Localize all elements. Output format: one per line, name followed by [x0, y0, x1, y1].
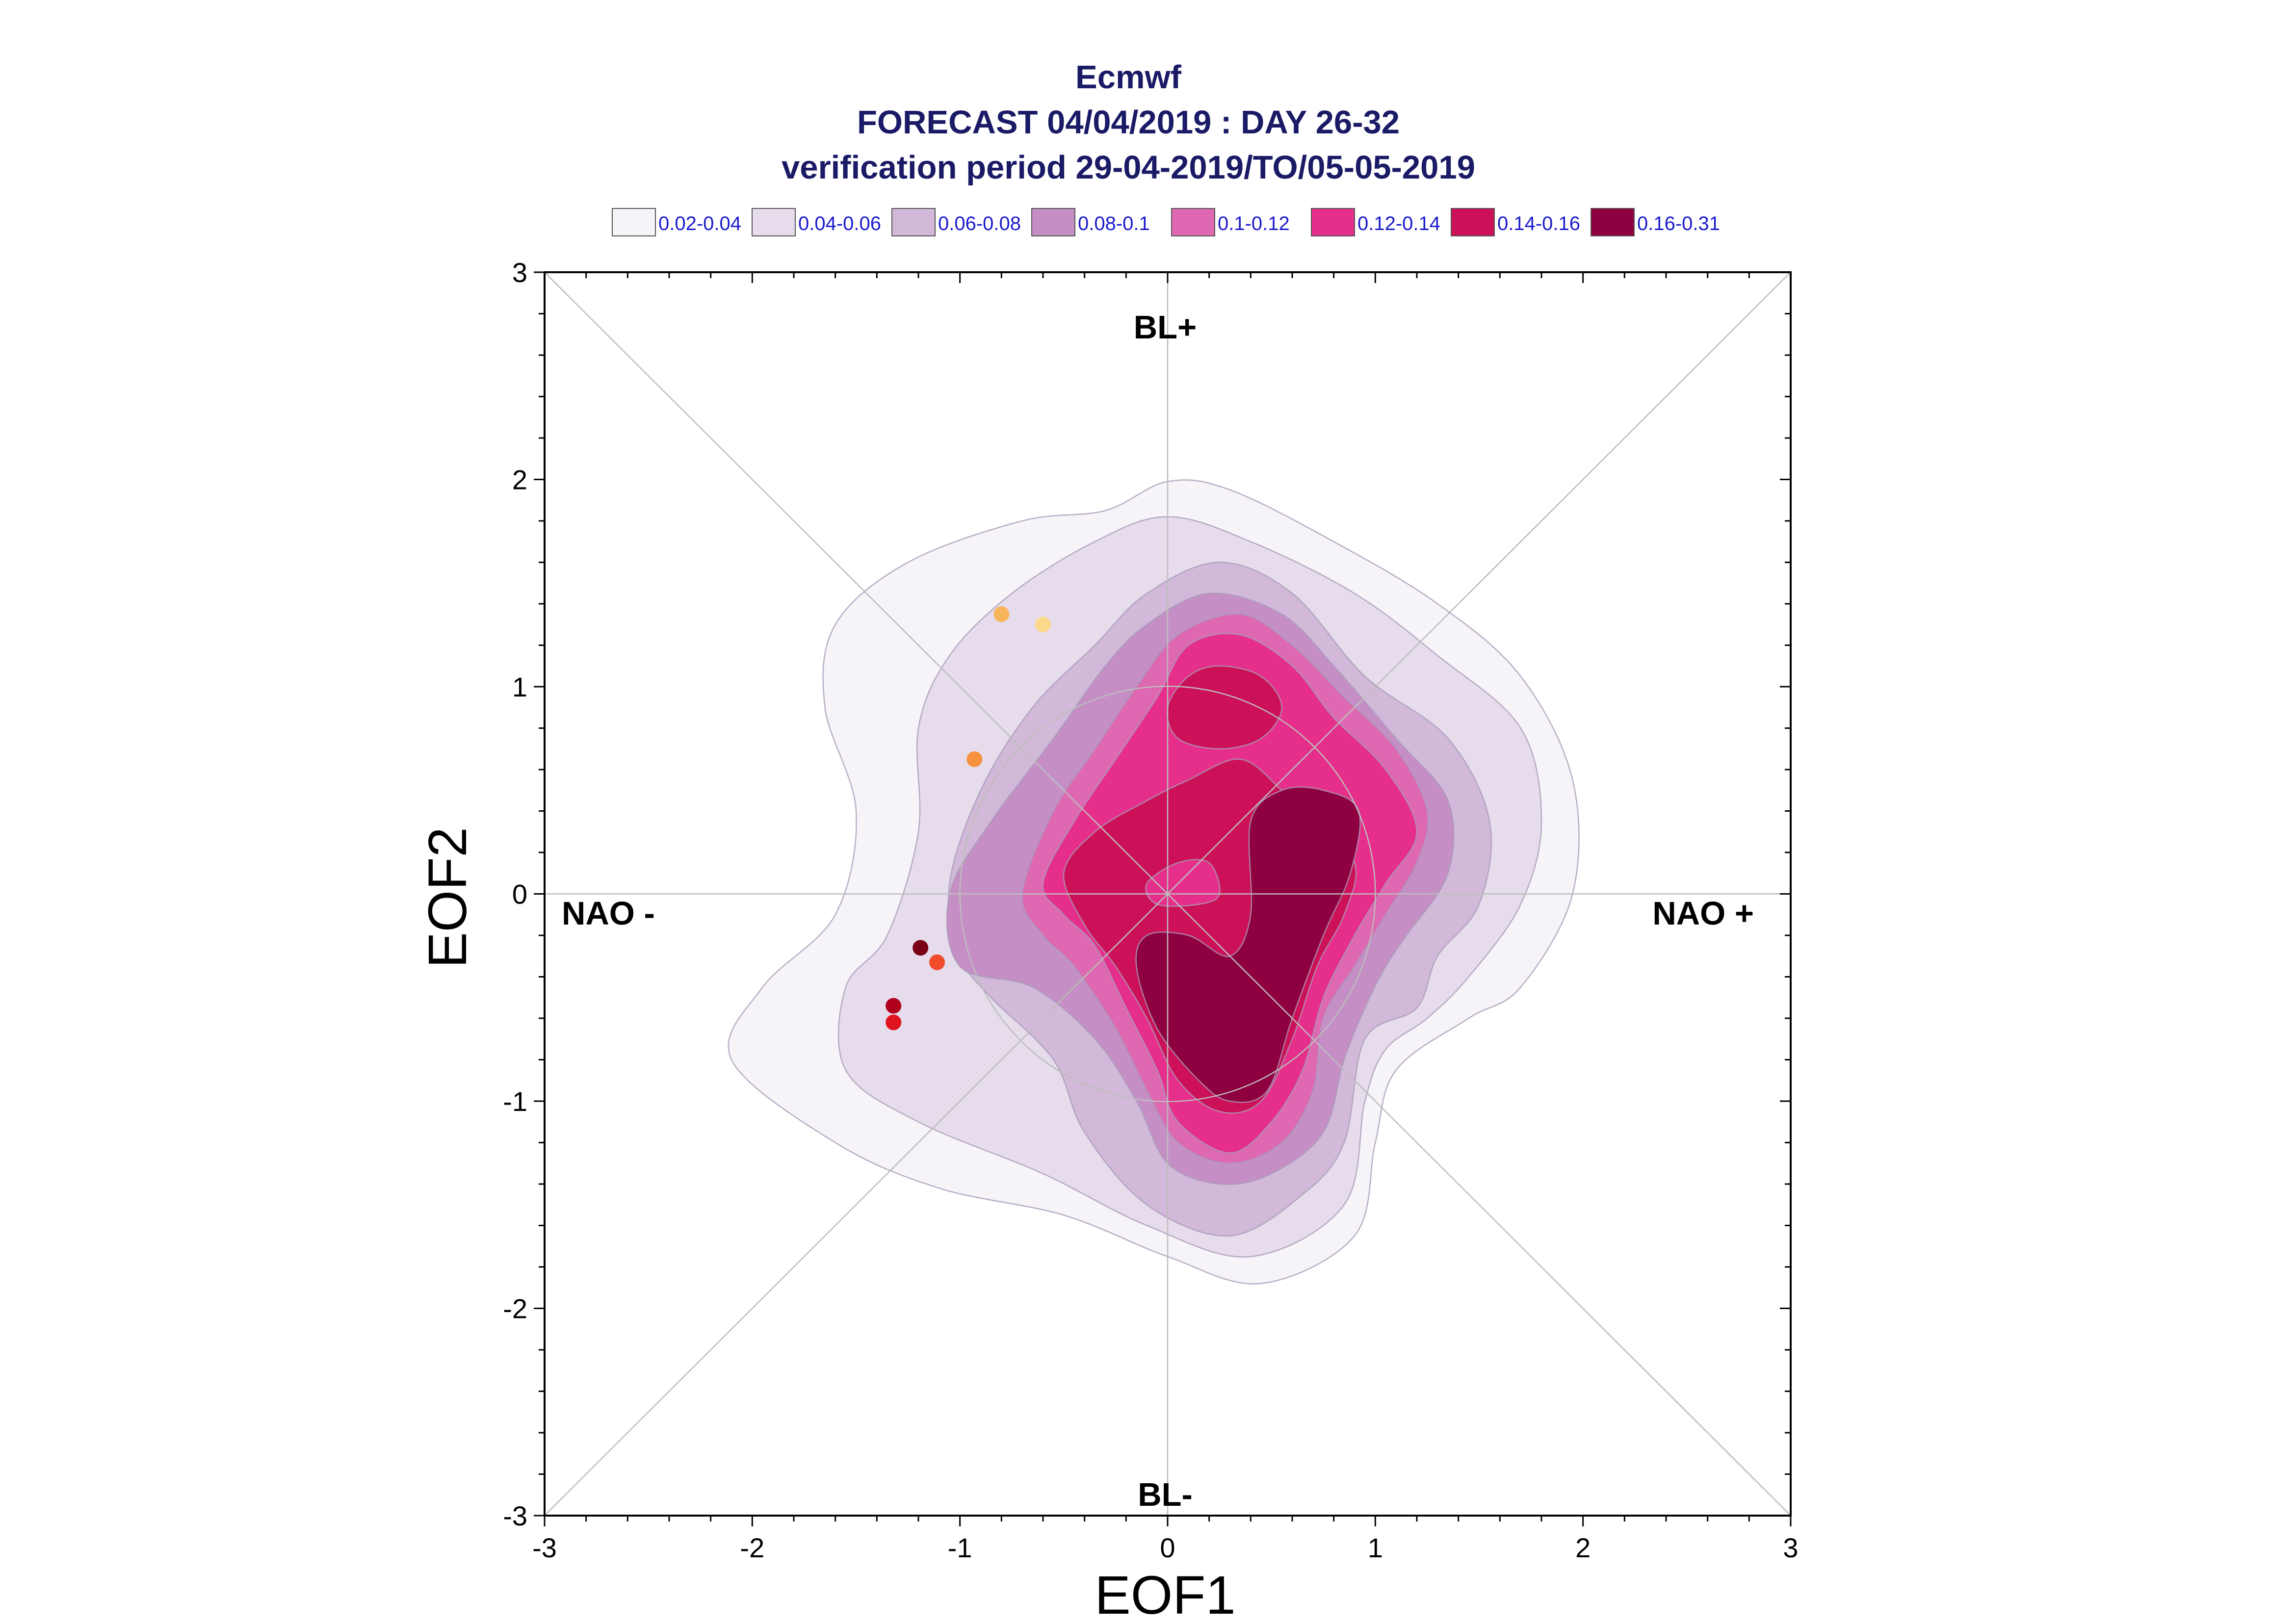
unit-circle: [959, 685, 1376, 1103]
legend-swatch: [1451, 208, 1495, 236]
title-line-1: Ecmwf: [1075, 59, 1182, 96]
y-tick-label: 0: [512, 879, 527, 910]
density-contours: [728, 479, 1580, 1285]
x-tick-label: -3: [532, 1532, 557, 1563]
legend-label: 0.08-0.1: [1078, 213, 1150, 234]
legend-swatch: [1591, 208, 1635, 236]
legend: 0.02-0.04 0.04-0.06 0.06-0.08 0.08-0.1 0.1-0…: [612, 208, 1720, 236]
legend-swatch: [752, 208, 796, 236]
x-tick-label: -2: [740, 1532, 764, 1563]
legend-label: 0.16-0.31: [1637, 213, 1720, 234]
legend-item: 0.16-0.31: [1591, 208, 1720, 236]
legend-label: 0.1-0.12: [1218, 213, 1290, 234]
y-tick-label: -1: [503, 1086, 527, 1117]
y-tick-label: -2: [503, 1293, 527, 1324]
x-tick-label: 2: [1575, 1532, 1591, 1563]
legend-swatch: [1311, 208, 1355, 236]
legend-item: 0.04-0.06: [752, 208, 881, 236]
forecast-point: [929, 954, 945, 970]
forecast-point: [886, 998, 902, 1014]
y-tick-label: 3: [512, 257, 527, 288]
legend-item: 0.14-0.16: [1451, 208, 1580, 236]
regime-label-nao-plus: NAO +: [1652, 895, 1754, 932]
legend-label: 0.02-0.04: [658, 213, 741, 234]
legend-swatch: [612, 208, 656, 236]
guide-lines: [544, 272, 1791, 1516]
x-axis-title: EOF1: [1095, 1565, 1235, 1624]
axis-ticks: -3 -2 -1 0 1 2 3 -3 -2 -1 0 1 2 3: [503, 257, 1798, 1563]
title-line-2: FORECAST 04/04/2019 : DAY 26-32: [857, 104, 1400, 141]
legend-label: 0.14-0.16: [1497, 213, 1580, 234]
guide-antidiagonal: [544, 272, 1791, 1516]
chart-title: Ecmwf FORECAST 04/04/2019 : DAY 26-32 ve…: [782, 59, 1475, 186]
regime-label-bl-plus: BL+: [1134, 309, 1197, 346]
x-tick-label: 0: [1160, 1532, 1175, 1563]
y-tick-label: 1: [512, 671, 527, 702]
y-axis-title: EOF2: [417, 827, 478, 968]
forecast-point: [913, 940, 929, 956]
forecast-point: [993, 606, 1010, 622]
legend-swatch: [1031, 208, 1075, 236]
y-tick-label: 2: [512, 464, 527, 495]
regime-label-bl-minus: BL-: [1138, 1476, 1193, 1513]
forecast-point: [966, 751, 983, 767]
legend-item: 0.12-0.14: [1311, 208, 1440, 236]
regime-labels: BL+ BL- NAO - NAO +: [562, 309, 1754, 1513]
legend-item: 0.1-0.12: [1171, 208, 1290, 236]
forecast-point: [886, 1014, 902, 1031]
forecast-points: [886, 606, 1051, 1031]
legend-item: 0.02-0.04: [612, 208, 741, 236]
y-tick-label: -3: [503, 1500, 527, 1531]
title-line-3: verification period 29-04-2019/TO/05-05-…: [782, 149, 1475, 186]
regime-label-nao-minus: NAO -: [562, 895, 655, 932]
forecast-point: [1035, 617, 1051, 633]
legend-swatch: [1171, 208, 1215, 236]
legend-label: 0.12-0.14: [1357, 213, 1440, 234]
legend-label: 0.04-0.06: [798, 213, 881, 234]
x-tick-label: 3: [1783, 1532, 1798, 1563]
legend-item: 0.06-0.08: [891, 208, 1021, 236]
legend-label: 0.06-0.08: [938, 213, 1021, 234]
x-tick-label: -1: [948, 1532, 972, 1563]
legend-swatch: [891, 208, 936, 236]
x-tick-label: 1: [1368, 1532, 1383, 1563]
legend-item: 0.08-0.1: [1031, 208, 1150, 236]
plot-area: -3 -2 -1 0 1 2 3 -3 -2 -1 0 1 2 3 BL+ BL- NAO - NAO +…: [417, 257, 1799, 1624]
density-region: [1166, 665, 1283, 750]
